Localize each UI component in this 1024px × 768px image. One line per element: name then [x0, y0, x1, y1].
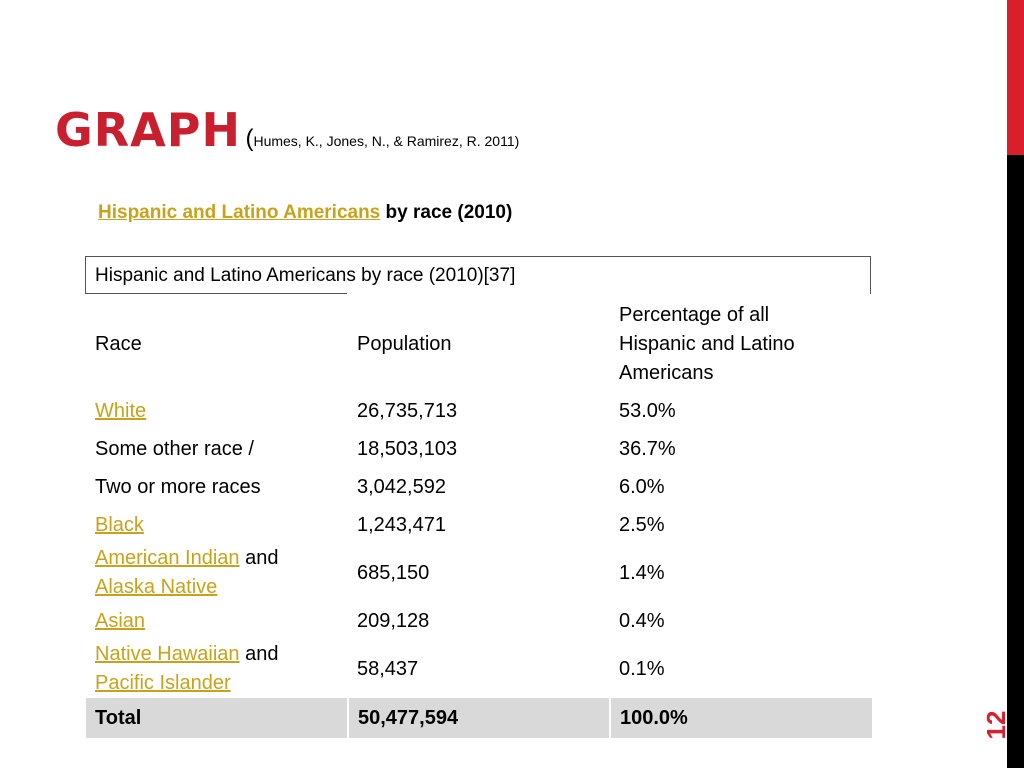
header-percent-line2: Hispanic and Latino [619, 332, 795, 355]
slide-title: GRAPH [55, 103, 241, 157]
header-percent-line1: Percentage of all [619, 303, 770, 326]
table-row: Some other race / 18,503,103 36.7% [86, 430, 872, 468]
race-cell: American Indian and Alaska Native [86, 544, 348, 602]
race-cell: Two or more races [95, 475, 261, 498]
race-cell: Some other race / [95, 437, 254, 460]
population-cell: 1,243,471 [357, 513, 446, 536]
race-link-white[interactable]: White [95, 399, 147, 422]
table-total-row: Total 50,477,594 100.0% [86, 698, 872, 738]
percent-cell: 2.5% [619, 513, 665, 536]
race-and: and [239, 547, 279, 569]
table-caption-box: Hispanic and Latino Americans by race (2… [85, 256, 871, 294]
header-population: Population [357, 332, 452, 355]
population-cell: 3,042,592 [357, 475, 446, 498]
percent-cell: 36.7% [619, 437, 676, 460]
table-subtitle: Hispanic and Latino Americans by race (2… [98, 202, 512, 224]
caption-divider [85, 293, 347, 294]
table-row: Native Hawaiian and Pacific Islander 58,… [86, 640, 872, 698]
citation-open-paren: ( [245, 125, 254, 152]
table-row: American Indian and Alaska Native 685,15… [86, 544, 872, 602]
race-and: and [239, 643, 279, 665]
percent-cell: 53.0% [619, 399, 676, 422]
race-link-black[interactable]: Black [95, 513, 144, 536]
header-percent-line3: Americans [619, 361, 714, 384]
table-row: White 26,735,713 53.0% [86, 392, 872, 430]
sidebar-accent-red [1007, 0, 1024, 155]
population-cell: 58,437 [357, 657, 419, 680]
total-population: 50,477,594 [347, 698, 610, 738]
sidebar-accent-black [1007, 155, 1024, 768]
percent-cell: 6.0% [619, 475, 665, 498]
race-link-native-hawaiian[interactable]: Native Hawaiian [95, 643, 240, 665]
percent-cell: 0.4% [619, 609, 665, 632]
subtitle-link[interactable]: Hispanic and Latino Americans [98, 202, 381, 223]
race-table: Race Population Percentage of all Hispan… [86, 296, 872, 738]
table-row: Two or more races 3,042,592 6.0% [86, 468, 872, 506]
percent-cell: 0.1% [619, 657, 665, 680]
table-row: Black 1,243,471 2.5% [86, 506, 872, 544]
race-cell: Native Hawaiian and Pacific Islander [86, 640, 348, 698]
race-link-pacific-islander[interactable]: Pacific Islander [95, 672, 231, 694]
total-label: Total [86, 698, 348, 738]
header-percent: Percentage of all Hispanic and Latino Am… [610, 296, 872, 392]
race-link-alaska-native[interactable]: Alaska Native [95, 576, 218, 598]
total-percent: 100.0% [609, 698, 872, 738]
percent-cell: 1.4% [619, 561, 665, 584]
population-cell: 685,150 [357, 561, 430, 584]
race-link-asian[interactable]: Asian [95, 609, 146, 632]
population-cell: 18,503,103 [357, 437, 458, 460]
citation: Humes, K., Jones, N., & Ramirez, R. 2011… [253, 133, 520, 149]
header-race: Race [95, 332, 142, 355]
slide-number: 12 [980, 710, 1011, 740]
population-cell: 209,128 [357, 609, 430, 632]
subtitle-rest: by race (2010) [380, 202, 513, 223]
population-cell: 26,735,713 [357, 399, 458, 422]
race-link-american-indian[interactable]: American Indian [95, 547, 240, 569]
table-header-row: Race Population Percentage of all Hispan… [86, 296, 872, 392]
table-caption: Hispanic and Latino Americans by race (2… [95, 265, 516, 286]
table-row: Asian 209,128 0.4% [86, 602, 872, 640]
title-row: GRAPH (Humes, K., Jones, N., & Ramirez, … [55, 103, 519, 157]
